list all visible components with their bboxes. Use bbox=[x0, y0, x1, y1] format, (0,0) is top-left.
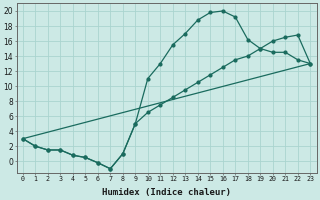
X-axis label: Humidex (Indice chaleur): Humidex (Indice chaleur) bbox=[102, 188, 231, 197]
